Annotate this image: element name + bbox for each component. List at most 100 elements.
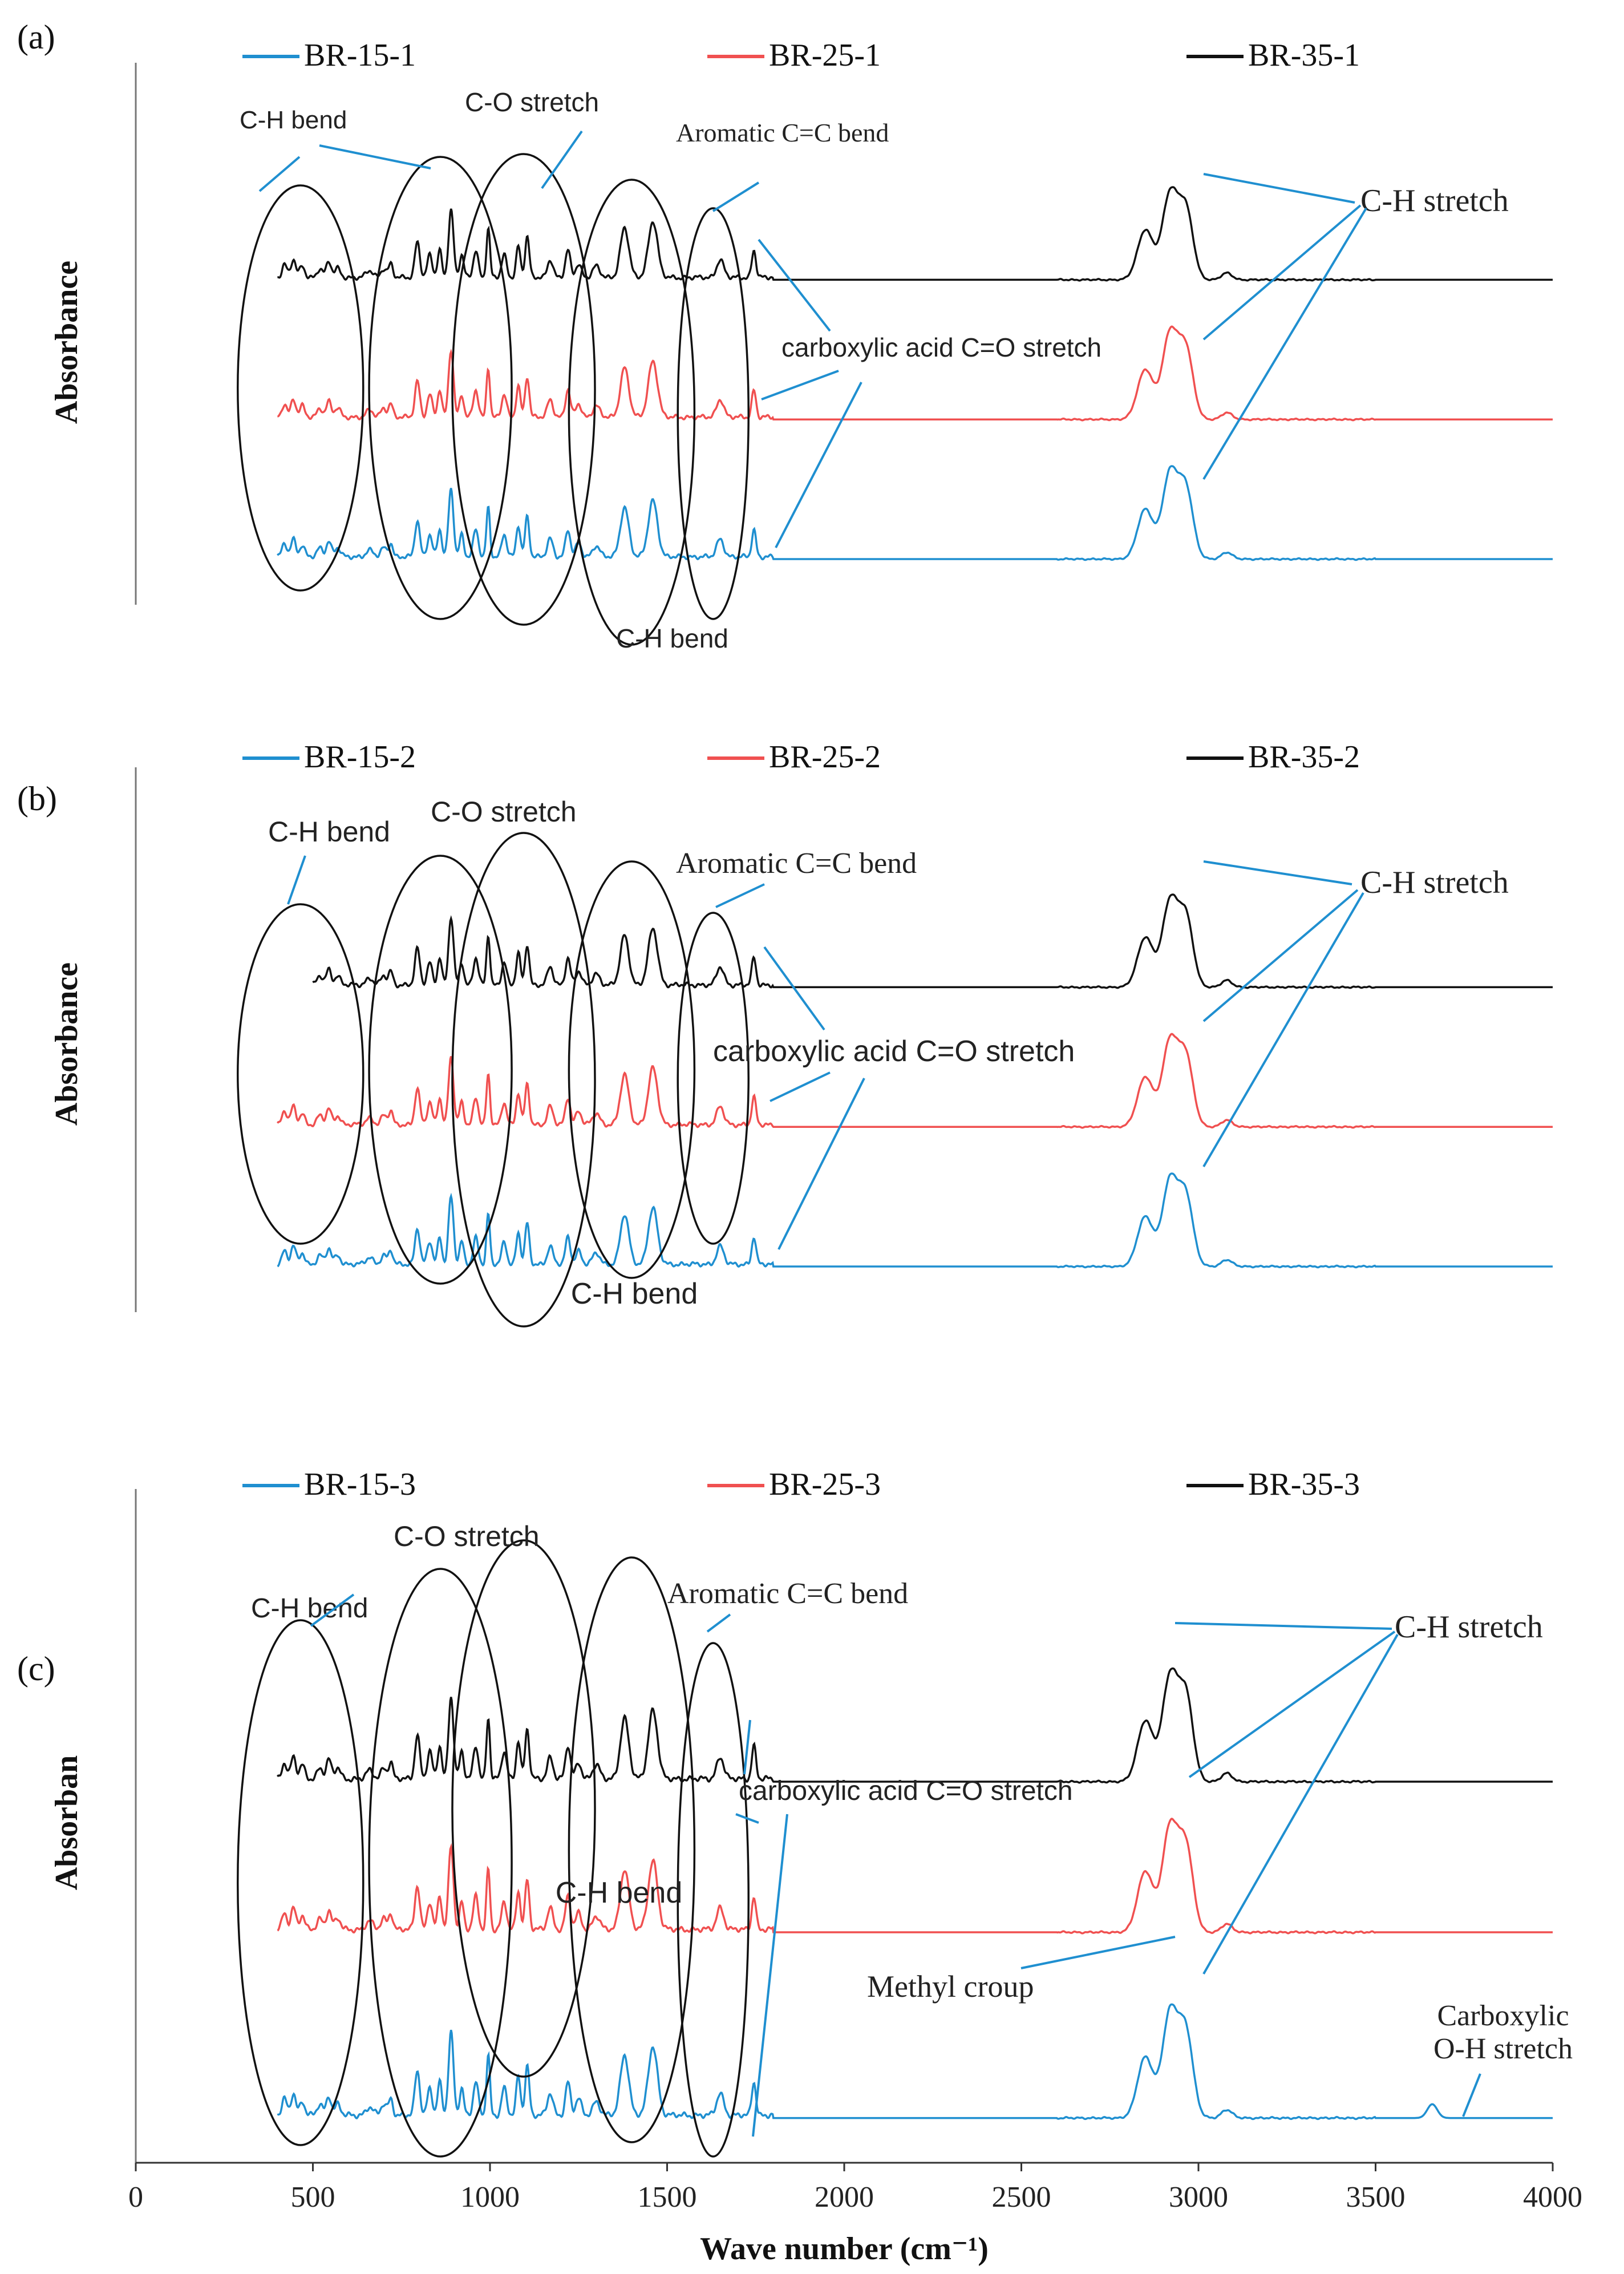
callout-line — [310, 1593, 355, 1627]
callout-line — [712, 181, 760, 212]
callout-line — [763, 946, 825, 1031]
legend-item: BR-25-2 — [707, 739, 881, 775]
series-line-BR-15-3 — [277, 2003, 1553, 2121]
legend-item: BR-15-1 — [242, 38, 416, 73]
annotation-co-stretch: C-O stretch — [394, 1520, 540, 1552]
series-line-BR-35-2 — [312, 893, 1553, 989]
region-ellipse — [568, 179, 696, 646]
annotation-ch-stretch: C-H stretch — [1360, 183, 1509, 219]
legend-label: BR-35-3 — [1248, 1467, 1360, 1502]
callout-line — [1202, 1634, 1399, 1974]
legend-item: BR-15-2 — [242, 739, 416, 775]
annotation-line: Carboxylic — [1437, 2000, 1569, 2032]
annotation-ch-stretch: C-H stretch — [1360, 865, 1509, 900]
callout-line — [752, 1814, 788, 2137]
annotation-carboxylic-oh: Carboxylic O-H stretch — [1433, 2000, 1573, 2065]
callout-line — [1203, 173, 1355, 204]
callout-line — [319, 144, 431, 169]
region-ellipse — [368, 855, 513, 1285]
x-tick-label: 2500 — [992, 2181, 1051, 2214]
x-tick-label: 0 — [128, 2181, 143, 2214]
callout-line — [735, 1813, 759, 1824]
x-tick-label: 500 — [291, 2181, 335, 2214]
x-axis-label: Wave number (cm⁻¹) — [700, 2231, 989, 2267]
annotation-ch-bend-left: C-H bend — [268, 816, 390, 848]
annotation-line: O-H stretch — [1433, 2033, 1573, 2065]
series-line-BR-35-3 — [277, 1667, 1553, 1784]
callout-line — [1203, 860, 1352, 885]
legend-label: BR-25-3 — [769, 1467, 881, 1502]
legend-label: BR-25-1 — [769, 38, 881, 73]
series-line-BR-25-1 — [277, 325, 1553, 422]
callout-line — [1202, 207, 1367, 480]
x-tick-label: 1500 — [638, 2181, 697, 2214]
x-tick-label: 4000 — [1523, 2181, 1582, 2214]
annotation-carboxylic-co: carboxylic acid C=O stretch — [713, 1035, 1075, 1068]
annotation-carboxylic-co: carboxylic acid C=O stretch — [739, 1776, 1073, 1806]
annotation-ch-bend-left: C-H bend — [240, 106, 347, 134]
callout-line — [761, 370, 839, 400]
annotation-aromatic: Aromatic C=C bend — [676, 847, 917, 880]
x-axis: 0 500 1000 1500 2000 2500 3000 3500 4000 Wave nu… — [128, 2162, 1582, 2267]
region-ellipse — [451, 832, 596, 1328]
annotation-aromatic: Aromatic C=C bend — [676, 118, 889, 147]
y-axis-label: Absorban — [49, 1755, 84, 1891]
legend-item: BR-35-1 — [1186, 38, 1360, 73]
series-line-BR-15-2 — [277, 1172, 1553, 1269]
annotation-ch-bend-mid: C-H bend — [556, 1876, 683, 1909]
callout-line — [775, 382, 862, 548]
region-ellipse — [568, 860, 696, 1279]
region-ellipse — [237, 1619, 365, 2146]
legend-label: BR-35-2 — [1248, 739, 1360, 775]
legend-item: BR-15-3 — [242, 1467, 416, 1502]
callout-line — [706, 1613, 731, 1633]
callout-line — [541, 130, 583, 189]
region-ellipse — [237, 184, 365, 592]
region-ellipse — [677, 912, 750, 1245]
legend-item: BR-25-3 — [707, 1467, 881, 1502]
annotation-ch-bend-mid: C-H bend — [616, 624, 728, 653]
callout-line — [1202, 892, 1364, 1168]
callout-line — [1202, 889, 1359, 1022]
panel-label: (a) — [17, 18, 55, 56]
callout-line — [715, 883, 765, 908]
panel-label: (b) — [17, 780, 57, 818]
callout-line — [1188, 1630, 1396, 1778]
callout-line — [1175, 1622, 1392, 1630]
legend-label: BR-15-3 — [304, 1467, 416, 1502]
panel-1: (a) Absorbance BR-15-1 BR-25-1 BR-35-1 C-H be… — [17, 18, 1553, 653]
series-line-BR-15-1 — [277, 465, 1553, 561]
region-ellipse — [237, 903, 365, 1245]
region-ellipse — [368, 156, 513, 620]
annotation-carboxylic-co: carboxylic acid C=O stretch — [781, 333, 1101, 362]
callout-line — [743, 1719, 751, 1775]
y-axis-label: Absorbance — [49, 261, 84, 424]
annotation-ch-stretch: C-H stretch — [1395, 1609, 1543, 1645]
region-ellipse — [451, 153, 596, 626]
callout-line — [1202, 204, 1362, 341]
annotation-aromatic: Aromatic C=C bend — [667, 1577, 908, 1610]
callout-line — [287, 855, 306, 905]
legend-item: BR-25-1 — [707, 38, 881, 73]
series-line-BR-35-1 — [277, 186, 1553, 282]
panel-3: (c) Absorban BR-15-3 BR-25-3 BR-35-3 C-H bend… — [17, 1467, 1573, 2163]
x-tick-label: 1000 — [460, 2181, 520, 2214]
series-line-BR-25-2 — [277, 1033, 1553, 1129]
callout-line — [777, 1078, 865, 1250]
panel-label: (c) — [17, 1650, 55, 1688]
region-ellipse — [568, 1556, 696, 2143]
callout-line — [758, 238, 831, 332]
annotation-co-stretch: C-O stretch — [465, 87, 599, 117]
legend-item: BR-35-2 — [1186, 739, 1360, 775]
region-ellipse — [451, 1539, 596, 2078]
y-axis-label: Absorbance — [49, 962, 84, 1126]
callout-line — [770, 1071, 831, 1102]
callout-line — [1462, 2073, 1481, 2117]
annotation-methyl: Methyl croup — [867, 1969, 1034, 2004]
legend-item: BR-35-3 — [1186, 1467, 1360, 1502]
x-tick-label: 3500 — [1346, 2181, 1406, 2214]
series-line-BR-25-3 — [277, 1818, 1553, 1935]
callout-line — [1020, 1936, 1176, 1969]
region-ellipse — [677, 1642, 750, 2158]
